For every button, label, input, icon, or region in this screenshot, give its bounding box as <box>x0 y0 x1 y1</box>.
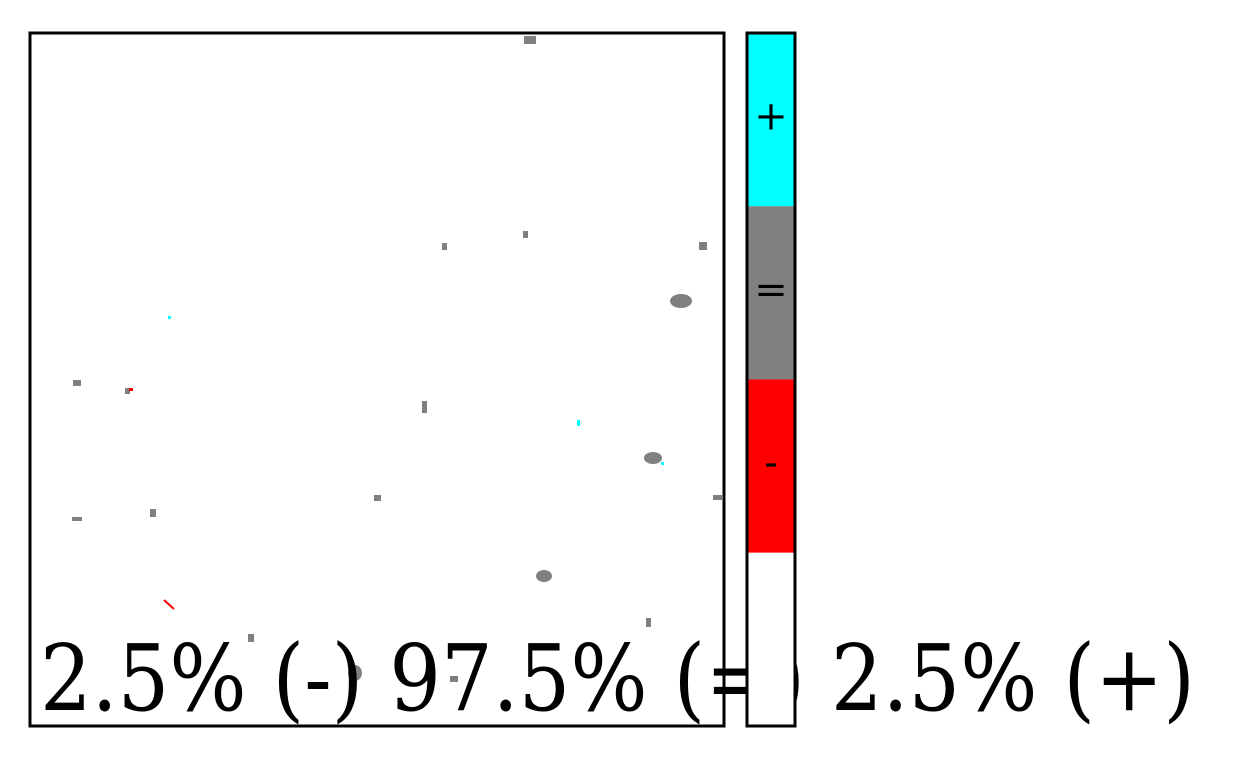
colorbar-frame <box>745 31 797 728</box>
colorbar: + = - <box>745 31 797 728</box>
map-patches <box>72 36 722 682</box>
colorbar-segment <box>747 33 795 207</box>
map-highlights <box>129 316 664 610</box>
caption: 2.5% (-) 97.5% (=) 2.5% (+) <box>40 625 1195 732</box>
map-frame <box>28 31 726 728</box>
colorbar-label: - <box>764 440 778 486</box>
colorbar-label: = <box>754 267 788 313</box>
colorbar-segment <box>747 552 795 726</box>
colorbar-label: + <box>754 94 788 140</box>
colorbar-segment <box>747 206 795 380</box>
colorbar-segment <box>747 379 795 553</box>
